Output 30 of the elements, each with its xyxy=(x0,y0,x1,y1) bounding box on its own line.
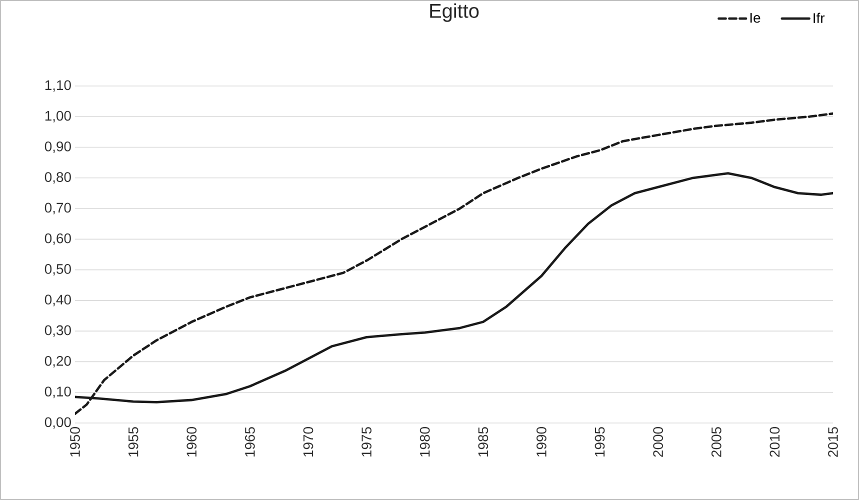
x-tick-label: 1955 xyxy=(128,427,138,456)
x-tick-label: 1965 xyxy=(244,427,255,456)
y-tick-label: 1,00 xyxy=(45,110,71,122)
y-tick-label: 0,90 xyxy=(44,141,71,154)
y-tick-label: 0,10 xyxy=(44,386,71,398)
legend-label: Ifr xyxy=(814,12,825,23)
y-tick-label: 0,80 xyxy=(44,172,71,184)
y-tick-label: 0,60 xyxy=(44,233,71,245)
x-tick-label: 1980 xyxy=(420,427,430,456)
chart-title: Egitto xyxy=(430,3,479,22)
y-tick-label: 1,10 xyxy=(45,80,71,92)
y-tick-label: 0,30 xyxy=(44,325,71,337)
y-tick-label: 0,20 xyxy=(44,356,71,368)
x-tick-label: 2010 xyxy=(770,427,780,457)
legend-label: Ie xyxy=(750,13,760,23)
x-tick-label: 2005 xyxy=(711,427,722,457)
line-series xyxy=(75,112,834,415)
x-tick-label: 1950 xyxy=(70,427,80,456)
x-tick-label: 1990 xyxy=(536,427,546,456)
x-tick-label: 1960 xyxy=(186,427,197,456)
x-tick-label: 2000 xyxy=(653,427,664,457)
y-tick-label: 0,70 xyxy=(44,202,71,214)
x-tick-label: 1985 xyxy=(478,427,488,456)
x-tick-label: 1975 xyxy=(362,427,372,456)
x-tick-label: 2015 xyxy=(828,427,838,457)
y-tick-label: 0,40 xyxy=(44,294,71,306)
x-tick-label: 1970 xyxy=(303,427,314,456)
y-tick-label: 0,00 xyxy=(44,417,71,429)
y-tick-label: 0,50 xyxy=(44,264,71,276)
x-tick-label: 1995 xyxy=(594,427,605,456)
